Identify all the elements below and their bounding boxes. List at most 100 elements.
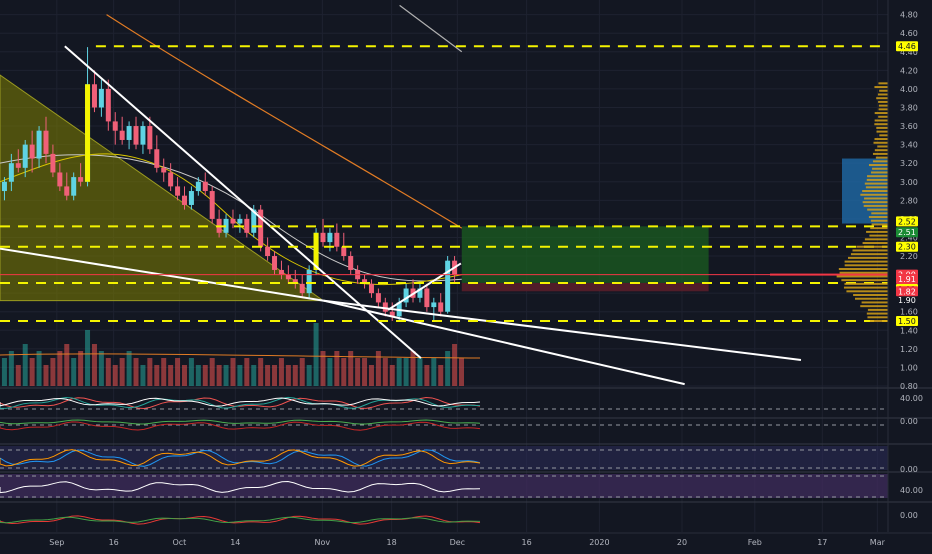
candle-body[interactable] bbox=[134, 126, 139, 145]
candle-body[interactable] bbox=[140, 126, 145, 145]
profile-bar bbox=[867, 209, 888, 211]
candle-body[interactable] bbox=[210, 191, 215, 219]
volume-bar bbox=[237, 365, 242, 386]
volume-bar bbox=[106, 358, 111, 386]
price-badge-label: 1.90 bbox=[898, 296, 916, 305]
candle-body[interactable] bbox=[272, 256, 277, 270]
time-axis: Sep 16 Oct 14 Nov 18 Dec 16 2020 20 Feb 17 Mar bbox=[0, 533, 932, 550]
profile-bar bbox=[874, 142, 888, 144]
profile-bar bbox=[875, 112, 888, 114]
candle-body[interactable] bbox=[230, 219, 235, 224]
candle-body[interactable] bbox=[445, 261, 450, 312]
profile-bar bbox=[862, 301, 888, 303]
candle-body[interactable] bbox=[9, 163, 14, 182]
candle-body[interactable] bbox=[23, 145, 28, 168]
volume-bar bbox=[362, 358, 367, 386]
candle-body[interactable] bbox=[106, 89, 111, 121]
candle-body[interactable] bbox=[279, 270, 284, 275]
candle-highlight[interactable] bbox=[85, 84, 90, 181]
candle-body[interactable] bbox=[57, 172, 62, 186]
volume-bar bbox=[251, 365, 256, 386]
candle-body[interactable] bbox=[113, 121, 118, 130]
candle-body[interactable] bbox=[196, 182, 201, 191]
candle-body[interactable] bbox=[334, 233, 339, 247]
volume-bar bbox=[217, 365, 222, 386]
volume-bar bbox=[300, 358, 305, 386]
volume-bar bbox=[293, 365, 298, 386]
candle-body[interactable] bbox=[37, 131, 42, 159]
candle-body[interactable] bbox=[431, 302, 436, 307]
candle-body[interactable] bbox=[348, 256, 353, 270]
candle-body[interactable] bbox=[16, 163, 21, 168]
volume-bar bbox=[459, 358, 464, 386]
candle-body[interactable] bbox=[376, 293, 381, 302]
candle-body[interactable] bbox=[154, 149, 159, 168]
candle-body[interactable] bbox=[182, 196, 187, 205]
pane-band bbox=[0, 474, 888, 498]
profile-bar bbox=[879, 90, 888, 92]
profile-bar bbox=[879, 134, 888, 136]
candle-body[interactable] bbox=[120, 131, 125, 140]
candle-body[interactable] bbox=[92, 84, 97, 107]
candle-body[interactable] bbox=[168, 172, 173, 186]
volume-bar bbox=[307, 365, 312, 386]
price-tick-label: 4.00 bbox=[900, 85, 918, 94]
price-badge-label: 1.91 bbox=[898, 275, 916, 284]
candle-body[interactable] bbox=[99, 89, 104, 108]
price-badge-label: 1.50 bbox=[898, 317, 916, 326]
volume-bar bbox=[175, 358, 180, 386]
candle-body[interactable] bbox=[43, 131, 48, 154]
candle-body[interactable] bbox=[244, 219, 249, 233]
candle-body[interactable] bbox=[300, 284, 305, 293]
candle-body[interactable] bbox=[30, 145, 35, 159]
candle-body[interactable] bbox=[237, 219, 242, 224]
volume-bar bbox=[30, 358, 35, 386]
price-tick-label: 1.20 bbox=[900, 345, 918, 354]
volume-bar bbox=[272, 365, 277, 386]
candle-body[interactable] bbox=[127, 126, 132, 140]
profile-bar bbox=[860, 194, 888, 196]
time-axis-bg bbox=[0, 533, 932, 550]
profile-bar bbox=[867, 316, 888, 318]
profile-bar bbox=[841, 279, 888, 281]
time-tick-label: 2020 bbox=[589, 538, 609, 547]
volume-bar bbox=[85, 330, 90, 386]
profile-bar bbox=[879, 108, 888, 110]
time-tick-label: 18 bbox=[387, 538, 397, 547]
candle-body[interactable] bbox=[2, 182, 7, 191]
candle-body[interactable] bbox=[147, 126, 152, 149]
candle-body[interactable] bbox=[438, 302, 443, 311]
volume-bar bbox=[210, 358, 215, 386]
profile-bar bbox=[868, 309, 888, 311]
candle-body[interactable] bbox=[286, 275, 291, 280]
candle-body[interactable] bbox=[369, 284, 374, 293]
candle-body[interactable] bbox=[64, 186, 69, 195]
candle-body[interactable] bbox=[424, 289, 429, 308]
profile-bar bbox=[856, 246, 888, 248]
volume-bar bbox=[189, 358, 194, 386]
candle-body[interactable] bbox=[320, 233, 325, 242]
candle-body[interactable] bbox=[189, 191, 194, 205]
volume-bar bbox=[50, 358, 55, 386]
profile-bar bbox=[879, 105, 888, 107]
candle-body[interactable] bbox=[175, 186, 180, 195]
profile-bar bbox=[864, 205, 888, 207]
candle-body[interactable] bbox=[78, 177, 83, 182]
candle-body[interactable] bbox=[161, 168, 166, 173]
candle-body[interactable] bbox=[50, 154, 55, 173]
volume-bar bbox=[196, 365, 201, 386]
price-tick-label: 1.40 bbox=[900, 326, 918, 335]
candle-body[interactable] bbox=[307, 270, 312, 293]
volume-bar bbox=[244, 358, 249, 386]
candle-body[interactable] bbox=[71, 177, 76, 196]
profile-bar bbox=[840, 272, 888, 274]
time-tick-label: Sep bbox=[49, 538, 64, 547]
profile-bar bbox=[870, 227, 888, 229]
candle-body[interactable] bbox=[327, 233, 332, 242]
candle-body[interactable] bbox=[203, 182, 208, 191]
candle-body[interactable] bbox=[341, 247, 346, 256]
profile-bar bbox=[846, 290, 888, 292]
candle-body[interactable] bbox=[265, 247, 270, 256]
